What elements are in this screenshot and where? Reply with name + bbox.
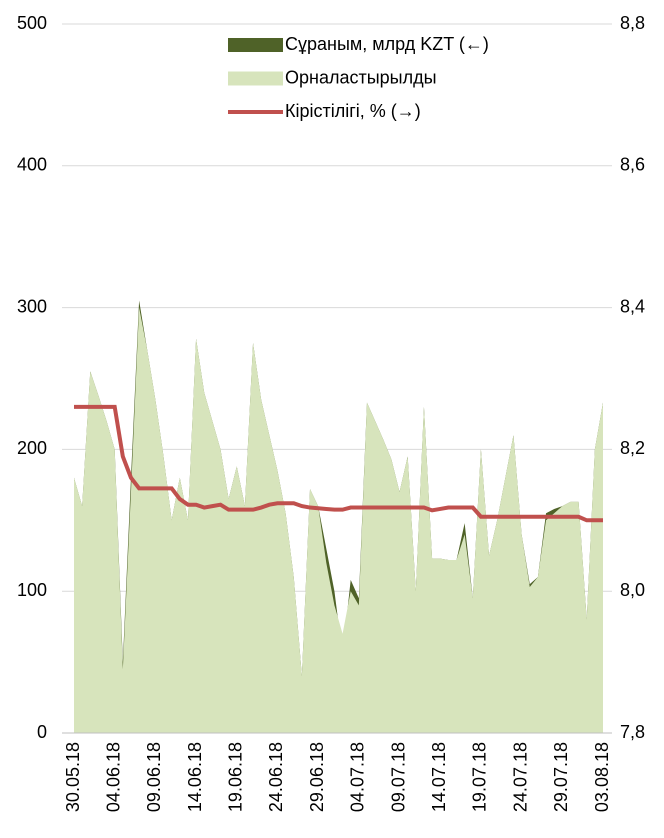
x-tick-label: 04.06.18 (103, 742, 123, 812)
y-tick-label: 0 (37, 722, 47, 742)
x-tick-label: 09.06.18 (144, 742, 164, 812)
y-tick-label: 500 (17, 13, 47, 33)
x-tick-label: 09.07.18 (388, 742, 408, 812)
y2-tick-label: 8,8 (620, 13, 645, 33)
x-tick-label: 19.07.18 (470, 742, 490, 812)
y-tick-label: 100 (17, 580, 47, 600)
x-tick-label: 04.07.18 (348, 742, 368, 812)
x-tick-label: 19.06.18 (226, 742, 246, 812)
x-tick-label: 14.06.18 (185, 742, 205, 812)
legend-label: Сұраным, млрд KZT (←) (285, 34, 489, 54)
legend-label: Орналастырылды (285, 67, 437, 87)
x-tick-label: 29.06.18 (307, 742, 327, 812)
x-tick-label: 03.08.18 (592, 742, 612, 812)
y2-tick-label: 8,4 (620, 296, 645, 316)
y-tick-label: 400 (17, 155, 47, 175)
x-tick-label: 29.07.18 (551, 742, 571, 812)
y-tick-label: 200 (17, 438, 47, 458)
legend-label: Кірістілігі, % (→) (285, 101, 421, 121)
legend-swatch (228, 71, 283, 86)
y2-tick-label: 8,0 (620, 580, 645, 600)
x-tick-label: 24.07.18 (510, 742, 530, 812)
y-tick-label: 300 (17, 296, 47, 316)
x-tick-label: 14.07.18 (429, 742, 449, 812)
x-tick-label: 30.05.18 (63, 742, 83, 812)
y2-tick-label: 8,2 (620, 438, 645, 458)
y2-tick-label: 7,8 (620, 722, 645, 742)
line (74, 404, 603, 523)
y2-tick-label: 8,6 (620, 155, 645, 175)
legend-swatch (228, 38, 283, 52)
x-tick-label: 24.06.18 (266, 742, 286, 812)
area (74, 307, 603, 733)
